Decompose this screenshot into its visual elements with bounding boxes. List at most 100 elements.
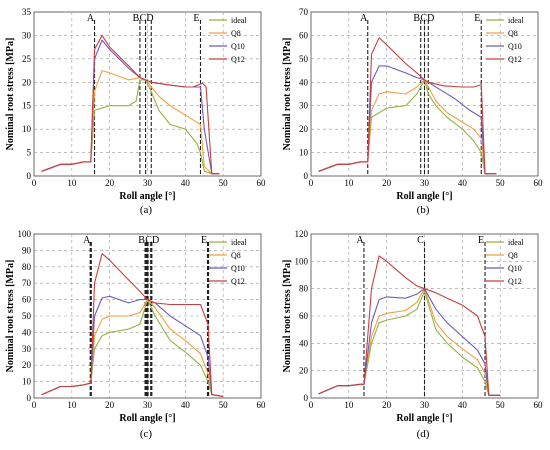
y-tick-label: 0 bbox=[304, 171, 309, 181]
x-tick-label: 30 bbox=[143, 178, 153, 188]
x-tick-label: 50 bbox=[496, 178, 506, 188]
y-tick-label: 120 bbox=[295, 229, 309, 239]
x-tick-label: 60 bbox=[257, 400, 267, 410]
event-label: B bbox=[413, 13, 420, 24]
y-tick-label: 20 bbox=[22, 77, 32, 87]
x-axis-label: Roll angle [°] bbox=[396, 191, 452, 202]
y-tick-label: 80 bbox=[299, 284, 309, 294]
y-tick-label: 100 bbox=[295, 256, 309, 266]
legend-label: Q12 bbox=[231, 55, 245, 64]
y-tick-label: 70 bbox=[299, 7, 309, 17]
x-tick-label: 50 bbox=[219, 400, 229, 410]
y-tick-label: 5 bbox=[27, 148, 32, 158]
x-tick-label: 30 bbox=[420, 178, 430, 188]
panel-label: (b) bbox=[417, 204, 430, 216]
y-tick-label: 30 bbox=[299, 101, 309, 111]
series-line-q12 bbox=[41, 34, 220, 175]
x-tick-label: 60 bbox=[534, 178, 544, 188]
event-label: D bbox=[146, 13, 153, 24]
panel-label: (a) bbox=[140, 204, 153, 216]
x-axis-label: Roll angle [°] bbox=[396, 413, 452, 424]
event-label: E bbox=[193, 13, 199, 24]
y-tick-label: 40 bbox=[299, 338, 309, 348]
y-tick-label: 0 bbox=[304, 393, 309, 403]
legend-label: ideal bbox=[508, 238, 524, 247]
y-tick-label: 100 bbox=[18, 229, 32, 239]
x-tick-label: 0 bbox=[32, 178, 37, 188]
series-line-q12 bbox=[318, 37, 497, 175]
y-tick-label: 20 bbox=[299, 124, 309, 134]
event-label: E bbox=[478, 235, 484, 246]
x-tick-label: 40 bbox=[458, 178, 468, 188]
x-tick-label: 10 bbox=[67, 178, 77, 188]
legend-label: Q12 bbox=[231, 277, 245, 286]
x-tick-label: 10 bbox=[67, 400, 77, 410]
event-label: E bbox=[201, 235, 207, 246]
y-axis-label: Nominal root stress [MPa] bbox=[5, 38, 16, 151]
x-axis-label: Roll angle [°] bbox=[119, 413, 175, 424]
event-label: A bbox=[83, 235, 91, 246]
x-tick-label: 30 bbox=[143, 400, 153, 410]
y-tick-label: 60 bbox=[299, 30, 309, 40]
y-tick-label: 60 bbox=[299, 311, 309, 321]
x-tick-label: 50 bbox=[219, 178, 229, 188]
x-tick-label: 20 bbox=[105, 178, 115, 188]
x-tick-label: 20 bbox=[105, 400, 115, 410]
legend-label: Q8 bbox=[231, 251, 241, 260]
panel-label: (c) bbox=[140, 428, 153, 440]
y-tick-label: 15 bbox=[22, 101, 32, 111]
y-tick-label: 40 bbox=[299, 77, 309, 87]
y-tick-label: 10 bbox=[22, 124, 32, 134]
y-tick-label: 25 bbox=[22, 54, 32, 64]
event-label: C bbox=[145, 235, 152, 246]
x-tick-label: 0 bbox=[32, 400, 37, 410]
y-tick-label: 60 bbox=[22, 295, 32, 305]
event-label: A bbox=[356, 235, 364, 246]
series-line-q12 bbox=[41, 253, 224, 397]
y-tick-label: 80 bbox=[22, 262, 32, 272]
y-tick-label: 10 bbox=[299, 148, 309, 158]
legend-label: ideal bbox=[508, 16, 524, 25]
legend-label: ideal bbox=[231, 16, 247, 25]
y-axis-label: Nominal root stress [MPa] bbox=[5, 260, 16, 373]
legend-label: Q8 bbox=[231, 29, 241, 38]
x-tick-label: 40 bbox=[181, 400, 191, 410]
legend-label: ideal bbox=[231, 238, 247, 247]
event-label: A bbox=[87, 13, 95, 24]
y-tick-label: 30 bbox=[22, 344, 32, 354]
y-tick-label: 10 bbox=[22, 377, 32, 387]
x-axis-label: Roll angle [°] bbox=[119, 191, 175, 202]
event-label: D bbox=[152, 235, 159, 246]
x-tick-label: 40 bbox=[181, 178, 191, 188]
event-label: C bbox=[140, 13, 147, 24]
event-label: C bbox=[417, 235, 424, 246]
x-tick-label: 30 bbox=[420, 400, 430, 410]
y-tick-label: 30 bbox=[22, 30, 32, 40]
x-tick-label: 60 bbox=[257, 178, 267, 188]
y-axis-label: Nominal root stress [MPa] bbox=[282, 260, 293, 373]
y-tick-label: 0 bbox=[27, 171, 32, 181]
x-tick-label: 20 bbox=[382, 178, 392, 188]
y-tick-label: 50 bbox=[22, 311, 32, 321]
x-tick-label: 10 bbox=[344, 400, 354, 410]
x-tick-label: 50 bbox=[496, 400, 506, 410]
x-tick-label: 60 bbox=[534, 400, 544, 410]
legend-label: Q10 bbox=[508, 42, 522, 51]
y-tick-label: 70 bbox=[22, 278, 32, 288]
legend-label: Q10 bbox=[231, 264, 245, 273]
event-label: D bbox=[427, 13, 434, 24]
y-tick-label: 0 bbox=[27, 393, 32, 403]
legend-label: Q10 bbox=[508, 264, 522, 273]
event-label: A bbox=[360, 13, 368, 24]
legend-label: Q12 bbox=[508, 277, 522, 286]
y-tick-label: 35 bbox=[22, 7, 32, 17]
legend-label: Q8 bbox=[508, 251, 518, 260]
y-tick-label: 50 bbox=[299, 54, 309, 64]
plot-area bbox=[33, 11, 262, 177]
chart-panel: 0 10 20 30 40 50 60 0 10 20 30 40 50 60 70 80 90 100 A B C D E… bbox=[5, 229, 266, 440]
x-tick-label: 0 bbox=[309, 400, 314, 410]
y-tick-label: 90 bbox=[22, 245, 32, 255]
